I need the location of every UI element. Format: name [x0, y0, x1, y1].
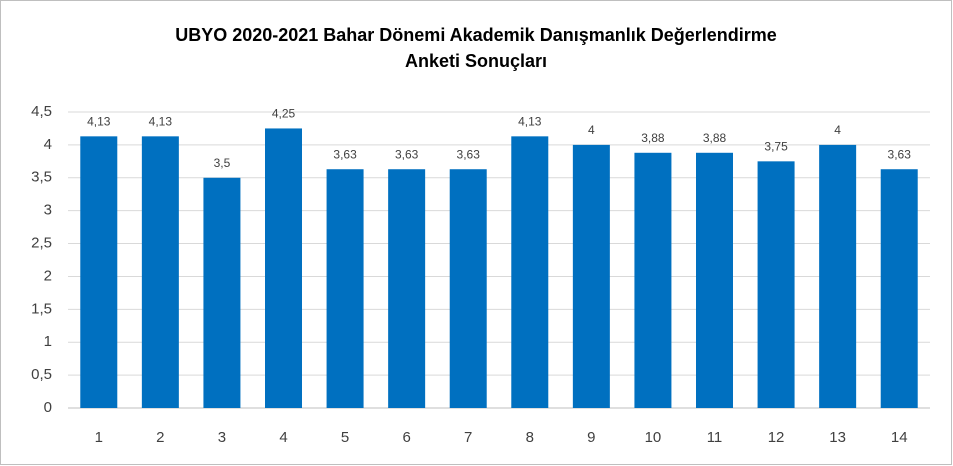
- bar: [80, 136, 118, 409]
- x-tick-label: 4: [279, 429, 287, 446]
- data-label: 4: [588, 123, 595, 137]
- data-label: 4,25: [272, 107, 296, 121]
- x-tick-label: 2: [156, 429, 164, 446]
- x-tick-label: 3: [218, 429, 226, 446]
- y-tick-label: 0: [44, 399, 52, 416]
- y-tick-label: 0,5: [31, 366, 52, 383]
- bar: [696, 152, 733, 408]
- bar: [449, 169, 487, 408]
- bar: [203, 177, 241, 408]
- data-label: 4: [834, 123, 841, 137]
- y-tick-label: 4: [44, 136, 52, 153]
- x-tick-label: 12: [768, 429, 785, 446]
- bar: [141, 136, 179, 409]
- bar: [757, 161, 795, 408]
- x-tick-label: 10: [645, 429, 662, 446]
- x-tick-label: 5: [341, 429, 349, 446]
- y-tick-label: 1,5: [31, 300, 52, 317]
- x-tick-label: 14: [891, 429, 908, 446]
- bar: [572, 144, 610, 408]
- y-tick-label: 1: [44, 333, 52, 350]
- data-label: 3,5: [214, 156, 231, 170]
- bar: [819, 144, 857, 408]
- bar: [880, 169, 918, 408]
- data-label: 4,13: [149, 115, 173, 129]
- data-label: 3,88: [703, 131, 727, 145]
- x-tick-label: 13: [829, 429, 846, 446]
- bar: [265, 128, 302, 408]
- x-tick-label: 11: [707, 429, 723, 446]
- data-label: 3,63: [333, 147, 357, 161]
- data-label: 3,63: [457, 147, 481, 161]
- data-label: 3,63: [888, 147, 912, 161]
- bar: [326, 169, 364, 408]
- chart-title: UBYO 2020-2021 Bahar Dönemi Akademik Dan…: [175, 25, 777, 71]
- data-label: 3,88: [641, 131, 665, 145]
- y-tick-label: 3,5: [31, 169, 52, 186]
- data-label: 4,13: [518, 115, 542, 129]
- y-tick-label: 2: [44, 267, 52, 284]
- x-tick-label: 9: [587, 429, 595, 446]
- x-tick-label: 6: [402, 429, 410, 446]
- x-tick-label: 7: [464, 429, 472, 446]
- y-tick-label: 2,5: [31, 235, 52, 252]
- bar: [388, 169, 426, 408]
- bar: [511, 136, 549, 409]
- bar: [634, 152, 672, 408]
- y-tick-label: 3: [44, 202, 52, 219]
- data-label: 4,13: [87, 115, 111, 129]
- y-tick-label: 4,5: [31, 103, 52, 120]
- x-tick-label: 8: [526, 429, 534, 446]
- x-tick-label: 1: [95, 429, 103, 446]
- data-label: 3,63: [395, 147, 419, 161]
- data-label: 3,75: [764, 140, 788, 154]
